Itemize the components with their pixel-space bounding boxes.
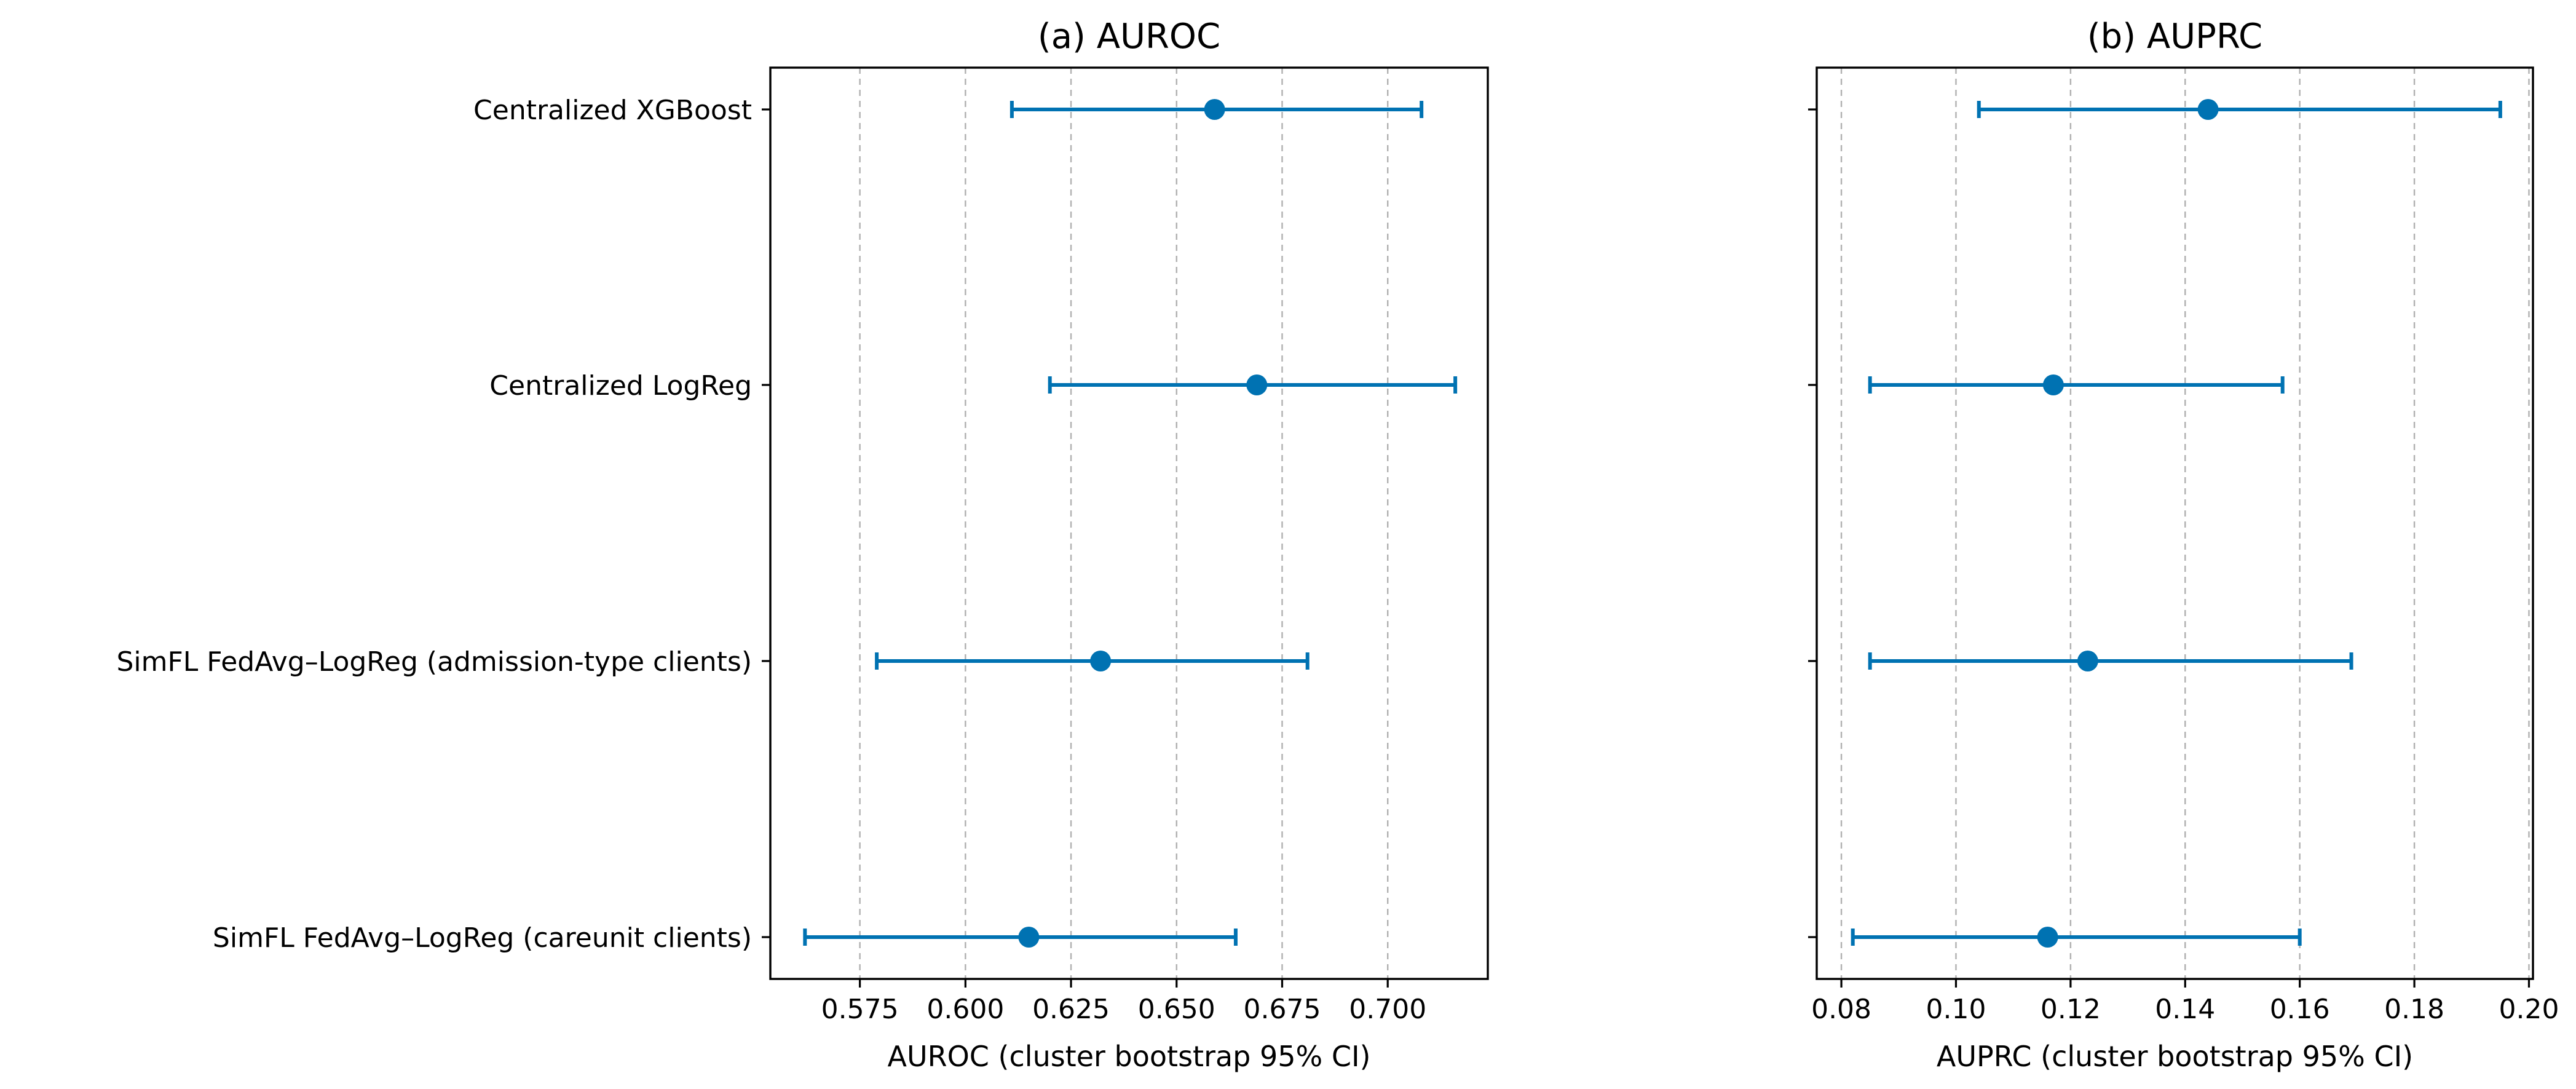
panel-auprc: 0.08 0.10 0.12 0.14 0.16 0.18 0.20 (b) AUPRC AUP… (1808, 17, 2559, 1073)
auprc-point-estimate (2077, 651, 2098, 671)
auprc-point-estimate (2037, 927, 2058, 948)
panel-auroc: 0.575 0.600 0.625 0.650 0.675 0.700 Centralize… (116, 17, 1489, 1073)
auroc-x-axis-label: AUROC (cluster bootstrap 95% CI) (888, 1040, 1371, 1073)
auprc-x-axis-label: AUPRC (cluster bootstrap 95% CI) (1937, 1040, 2413, 1073)
auprc-point-estimate (2042, 374, 2064, 395)
auprc-x-tick-label: 0.16 (2270, 994, 2330, 1025)
auroc-axes-frame (769, 66, 1489, 980)
auprc-x-tick-label: 0.08 (1811, 994, 1871, 1025)
auprc-x-tick-label: 0.14 (2155, 994, 2215, 1025)
auroc-x-tick-label: 0.600 (926, 994, 1004, 1025)
auprc-axes-frame (1815, 66, 2534, 980)
auroc-x-tick-label: 0.650 (1138, 994, 1215, 1025)
auprc-point-estimate (2197, 99, 2219, 120)
y-category-label: SimFL FedAvg–LogReg (admission-type clie… (116, 646, 752, 678)
auroc-panel-title: (a) AUROC (1038, 17, 1220, 57)
auroc-x-tick-label: 0.575 (821, 994, 899, 1025)
y-category-label: SimFL FedAvg–LogReg (careunit clients) (213, 922, 752, 954)
auroc-point-estimate (1204, 99, 1225, 120)
auprc-x-tick-label: 0.20 (2499, 994, 2559, 1025)
auprc-panel-title: (b) AUPRC (2087, 17, 2262, 57)
auprc-x-tick-label: 0.12 (2041, 994, 2101, 1025)
auroc-point-estimate (1246, 374, 1268, 395)
auroc-point-estimate (1090, 651, 1112, 671)
y-category-label: Centralized LogReg (489, 370, 752, 402)
auroc-point-estimate (1018, 927, 1040, 948)
auroc-x-tick-label: 0.625 (1032, 994, 1110, 1025)
auroc-x-tick-label: 0.700 (1349, 994, 1426, 1025)
y-category-label: Centralized XGBoost (473, 95, 752, 126)
auprc-x-tick-label: 0.10 (1926, 994, 1986, 1025)
auroc-x-tick-label: 0.675 (1244, 994, 1321, 1025)
auprc-x-tick-label: 0.18 (2384, 994, 2444, 1025)
